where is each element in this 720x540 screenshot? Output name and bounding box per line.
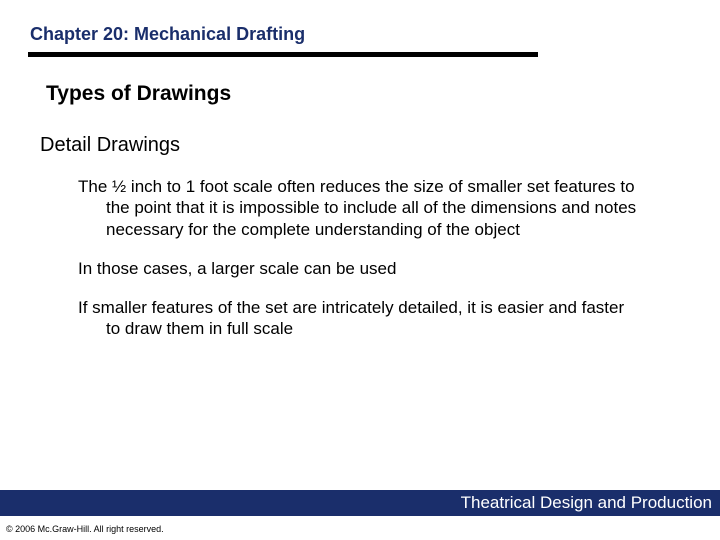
subsection-title: Detail Drawings — [40, 134, 180, 157]
footer-title: Theatrical Design and Production — [461, 493, 712, 513]
chapter-header: Chapter 20: Mechanical Drafting — [30, 24, 305, 45]
copyright: © 2006 Mc.Graw-Hill. All right reserved. — [6, 524, 164, 534]
paragraph: In those cases, a larger scale can be us… — [78, 258, 638, 279]
section-title: Types of Drawings — [46, 82, 231, 106]
header-rule — [28, 52, 538, 57]
paragraph: If smaller features of the set are intri… — [78, 297, 638, 340]
footer-bar: Theatrical Design and Production — [0, 490, 720, 516]
paragraph: The ½ inch to 1 foot scale often reduces… — [78, 176, 638, 240]
slide: Chapter 20: Mechanical Drafting Types of… — [0, 0, 720, 540]
body-paragraphs: The ½ inch to 1 foot scale often reduces… — [78, 176, 638, 358]
